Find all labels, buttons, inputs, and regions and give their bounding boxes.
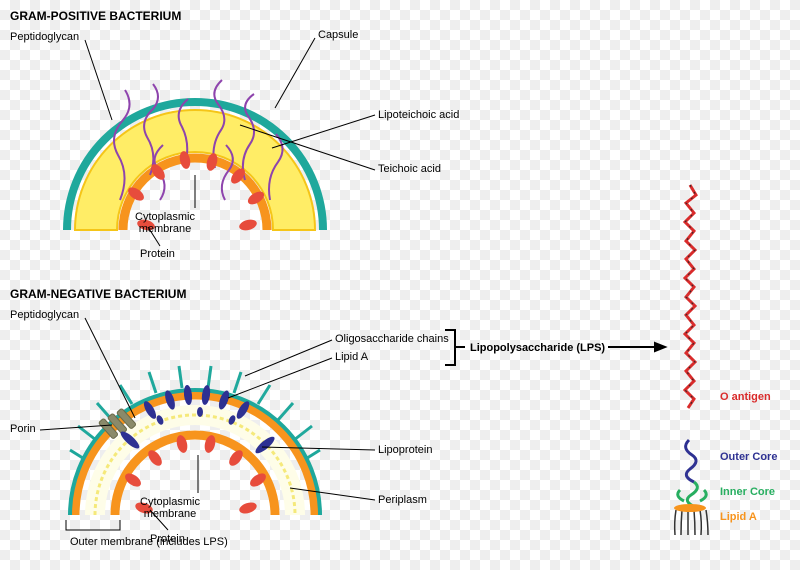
gp-lbl-teichoic: Teichoic acid [378, 163, 441, 175]
gp-lbl-cytoplasmic: Cytoplasmic [135, 211, 195, 223]
gn-lbl-outer-membrane: Outer membrane (includes LPS) [70, 536, 228, 548]
gp-peptidoglycan [75, 110, 315, 230]
lps-inner-core-chain [678, 482, 707, 507]
lps-o-antigen-chain [685, 185, 696, 408]
lps-lipid-a-tails [675, 510, 708, 535]
lps-outer-core-chain [686, 440, 696, 482]
lps-lbl-lipida: Lipid A [720, 511, 757, 523]
gn-om-bracket [66, 520, 120, 530]
gp-lbl-lipoteichoic: Lipoteichoic acid [378, 109, 459, 121]
gp-lbl-membrane: membrane [139, 223, 192, 235]
lps-arrow [608, 343, 665, 351]
lps-lbl-innercore: Inner Core [720, 486, 775, 498]
gn-title: GRAM-NEGATIVE BACTERIUM [10, 287, 186, 301]
gp-title: GRAM-POSITIVE BACTERIUM [10, 9, 181, 23]
gn-lbl-lipida: Lipid A [335, 351, 369, 363]
gp-lbl-peptidoglycan: Peptidoglycan [10, 31, 79, 43]
gp-lbl-capsule: Capsule [318, 29, 358, 41]
gn-lbl-cytoplasmic: Cytoplasmic [140, 496, 200, 508]
gram-positive-cell [67, 80, 323, 232]
gn-lbl-porin: Porin [10, 423, 36, 435]
gn-lbl-periplasm: Periplasm [378, 494, 427, 506]
gn-lbl-peptidoglycan: Peptidoglycan [10, 309, 79, 321]
gn-lbl-lps: Lipopolysaccharide (LPS) [470, 342, 605, 354]
gn-lbl-oligo: Oligosaccharide chains [335, 333, 449, 345]
gn-lbl-lipoprotein: Lipoprotein [378, 444, 432, 456]
lps-lipid-a-head [674, 504, 706, 512]
lps-detail [674, 185, 708, 535]
gn-lbl-membrane: membrane [144, 508, 197, 520]
diagram-canvas: GRAM-POSITIVE BACTERIUM [0, 0, 800, 570]
lps-lbl-outercore: Outer Core [720, 451, 777, 463]
lps-lbl-oantigen: O antigen [720, 391, 771, 403]
gp-lbl-protein: Protein [140, 248, 175, 260]
gram-negative-cell [70, 366, 320, 516]
